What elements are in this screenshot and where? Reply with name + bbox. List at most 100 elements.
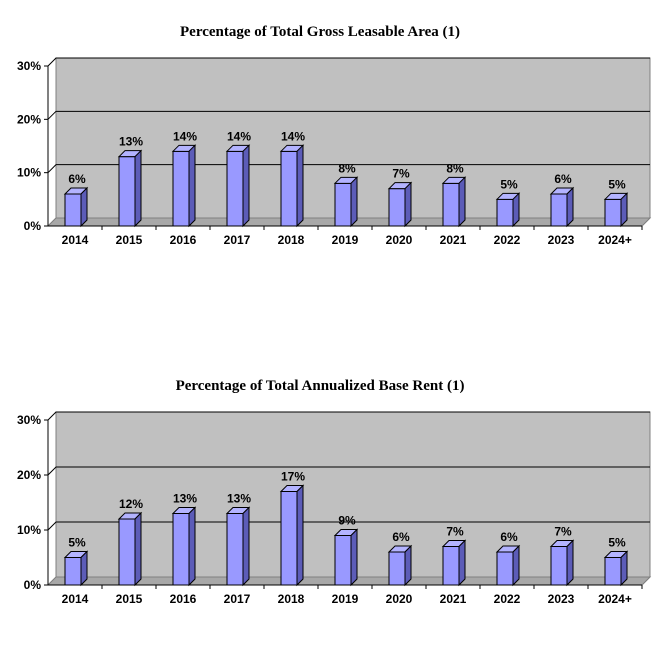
chart2-gridline [47, 466, 650, 476]
chart2-bar-2020 [388, 551, 406, 586]
chart2-bar-side-2015 [134, 511, 142, 587]
chart1-bar-2015 [118, 156, 136, 227]
chart1-x-tick-label: 2019 [332, 233, 359, 247]
chart1-data-label-2023: 6% [554, 172, 572, 186]
chart2-bar-side-2016 [188, 506, 196, 587]
chart1-bar-side-2015 [134, 149, 142, 228]
chart1-bar-side-2023 [566, 186, 574, 228]
chart1-y-tick-label: 30% [17, 59, 41, 73]
chart2-bar-side-2021 [458, 539, 466, 587]
chart2-data-label-2015: 12% [119, 497, 143, 511]
chart2-x-tick-label: 2017 [224, 592, 251, 606]
chart2-y-tick-label: 20% [17, 468, 41, 482]
chart2-x-tick-label: 2016 [170, 592, 197, 606]
chart2-bar-2024+ [604, 557, 622, 586]
chart1-bar-2014 [64, 193, 82, 227]
chart2-bar-2023 [550, 546, 568, 586]
chart2-gridline [47, 521, 650, 531]
chart2-x-tick-label: 2023 [548, 592, 575, 606]
chart2-bar-2014 [64, 557, 82, 586]
chart1-y-tick-label: 20% [17, 112, 41, 126]
chart1-bar-side-2022 [512, 192, 520, 228]
chart1-bar-2019 [334, 182, 352, 227]
chart2-data-label-2023: 7% [554, 525, 572, 539]
chart1-x-tick-label: 2020 [386, 233, 413, 247]
chart1-bar-2021 [442, 182, 460, 227]
chart1-data-label-2014: 6% [68, 172, 86, 186]
chart1-bar-2016 [172, 150, 190, 227]
chart1-data-label-2017: 14% [227, 129, 251, 143]
chart1-gridline [47, 57, 650, 67]
chart1-x-tick-label: 2024+ [598, 233, 632, 247]
chart1-bar-side-2021 [458, 176, 466, 228]
chart1-data-label-2022: 5% [500, 177, 518, 191]
chart2-bar-2021 [442, 546, 460, 586]
chart2-gridline [47, 411, 650, 421]
chart2-x-tick-label: 2020 [386, 592, 413, 606]
chart1-x-tick-label: 2016 [170, 233, 197, 247]
chart1-bar-2023 [550, 193, 568, 227]
chart2-x-tick-label: 2015 [116, 592, 143, 606]
chart1-gross-leasable-area: 0% 10% 20% 30% 6% 2014 13% 2015 14% 2016 14% 2017 14… [17, 57, 652, 247]
chart1-data-label-2020: 7% [392, 167, 410, 181]
chart1-x-tick-label: 2017 [224, 233, 251, 247]
chart2-x-tick-label: 2014 [62, 592, 89, 606]
chart1-data-label-2024+: 5% [608, 177, 626, 191]
chart1-data-label-2018: 14% [281, 129, 305, 143]
chart1-bar-side-2018 [296, 144, 304, 228]
chart2-x-tick-label: 2019 [332, 592, 359, 606]
chart2-bar-2015 [118, 518, 136, 586]
chart2-x-tick-label: 2024+ [598, 592, 632, 606]
chart2-bar-2016 [172, 513, 190, 586]
chart2-data-label-2022: 6% [500, 530, 518, 544]
chart1-data-label-2021: 8% [446, 161, 464, 175]
chart1-bar-2020 [388, 188, 406, 227]
chart2-y-tick-label: 0% [24, 578, 42, 592]
chart2-bar-side-2014 [80, 550, 88, 587]
chart1-bar-side-2019 [350, 176, 358, 228]
chart2-x-tick-label: 2021 [440, 592, 467, 606]
chart1-data-label-2019: 8% [338, 161, 356, 175]
chart2-x-tick-label: 2022 [494, 592, 521, 606]
chart1-y-tick-label: 10% [17, 166, 41, 180]
chart1-x-tick-label: 2023 [548, 233, 575, 247]
chart1-gridline [47, 164, 650, 174]
chart2-bar-side-2023 [566, 539, 574, 587]
chart1-bar-side-2017 [242, 144, 250, 228]
chart2-data-label-2017: 13% [227, 492, 251, 506]
chart1-x-tick-label: 2022 [494, 233, 521, 247]
chart1-bar-side-2024+ [620, 192, 628, 228]
chart1-bar-2024+ [604, 198, 622, 227]
chart1-x-tick-label: 2014 [62, 233, 89, 247]
chart1-title: Percentage of Total Gross Leasable Area … [180, 24, 460, 40]
chart2-y-tick-label: 10% [17, 523, 41, 537]
chart2-bar-side-2020 [404, 544, 412, 587]
chart2-data-label-2018: 17% [281, 470, 305, 484]
chart2-data-label-2019: 9% [338, 514, 356, 528]
chart2-bar-2019 [334, 535, 352, 586]
chart1-gridline [47, 110, 650, 120]
chart2-bar-side-2017 [242, 506, 250, 587]
chart1-x-tick-label: 2015 [116, 233, 143, 247]
chart2-bar-side-2019 [350, 528, 358, 587]
chart1-x-tick-label: 2018 [278, 233, 305, 247]
chart1-bar-2022 [496, 198, 514, 227]
chart2-bar-side-2024+ [620, 550, 628, 587]
chart2-data-label-2024+: 5% [608, 536, 626, 550]
chart1-data-label-2015: 13% [119, 135, 143, 149]
chart2-y-tick-label: 30% [17, 413, 41, 427]
chart2-data-label-2021: 7% [446, 525, 464, 539]
chart1-y-tick-label: 0% [24, 219, 42, 233]
chart2-data-label-2020: 6% [392, 530, 410, 544]
chart2-annualized-base-rent: 0% 10% 20% 30% 5% 2014 12% 2015 13% 2016 13% 2017 17… [17, 411, 652, 606]
chart2-data-label-2016: 13% [173, 492, 197, 506]
chart1-bar-side-2016 [188, 144, 196, 228]
chart2-x-tick-label: 2018 [278, 592, 305, 606]
chart1-bar-2018 [280, 150, 298, 227]
chart1-bar-side-2014 [80, 186, 88, 228]
chart1-bar-side-2020 [404, 181, 412, 228]
chart2-bar-2022 [496, 551, 514, 586]
chart2-bar-side-2022 [512, 544, 520, 587]
chart1-data-label-2016: 14% [173, 129, 197, 143]
chart2-bar-side-2018 [296, 484, 304, 587]
